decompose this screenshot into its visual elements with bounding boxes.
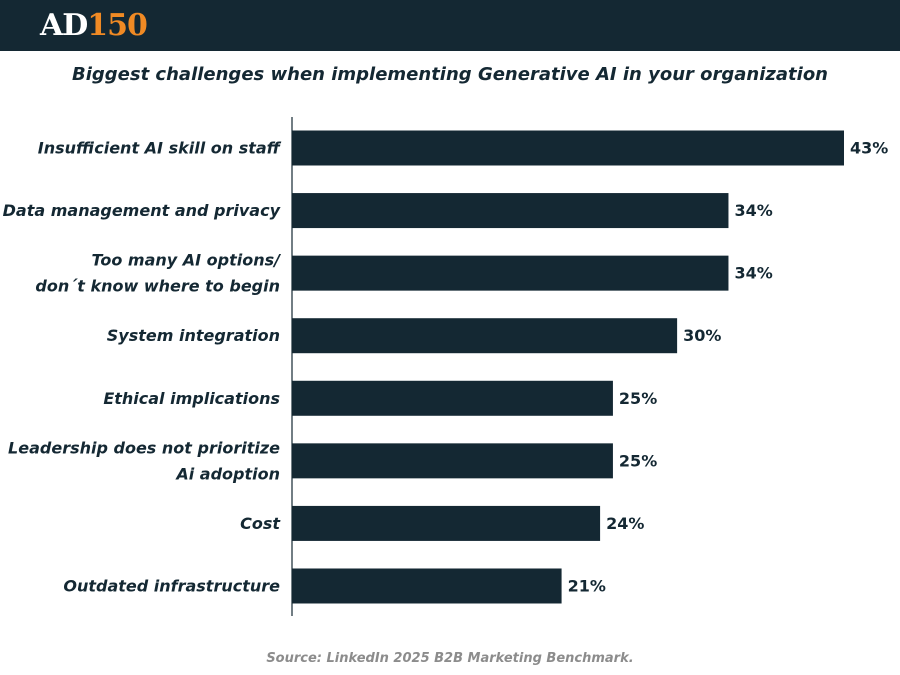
bar <box>292 443 613 479</box>
header-bar: AD150 <box>0 0 900 51</box>
bar <box>292 130 844 166</box>
value-label: 34% <box>734 201 772 220</box>
category-label: Leadership does not prioritize <box>8 438 280 457</box>
bars-layer <box>292 130 844 604</box>
category-label: Ai adoption <box>174 464 280 483</box>
bar <box>292 255 729 291</box>
category-label: don´t know where to begin <box>35 277 280 296</box>
bar <box>292 505 601 541</box>
category-label: Insufficient AI skill on staff <box>38 139 282 158</box>
value-label: 24% <box>606 514 644 533</box>
chart-title: Biggest challenges when implementing Gen… <box>71 64 828 85</box>
logo: AD150 <box>40 8 148 43</box>
value-labels-layer: 43% 34% 34% 30% 25% 25% 24% 21% <box>568 139 889 596</box>
category-label: Data management and privacy <box>3 201 281 220</box>
bar <box>292 568 562 604</box>
bar <box>292 193 729 229</box>
category-label: Too many AI options/ <box>92 251 282 270</box>
value-label: 21% <box>568 576 606 595</box>
value-label: 34% <box>734 264 772 283</box>
value-label: 25% <box>619 389 657 408</box>
category-label: Outdated infrastructure <box>63 576 280 595</box>
value-label: 30% <box>683 326 721 345</box>
category-label: System integration <box>107 326 280 345</box>
logo-text: AD <box>40 8 88 43</box>
value-label: 43% <box>850 139 888 158</box>
bar <box>292 380 613 416</box>
value-label: 25% <box>619 451 657 470</box>
category-label: Cost <box>240 514 281 533</box>
logo-number: 150 <box>87 8 148 43</box>
source-note: Source: LinkedIn 2025 B2B Marketing Benc… <box>266 651 634 666</box>
category-label: Ethical implications <box>103 389 280 408</box>
bar <box>292 318 678 354</box>
category-labels-layer: Insufficient AI skill on staff Data manag… <box>3 139 282 596</box>
